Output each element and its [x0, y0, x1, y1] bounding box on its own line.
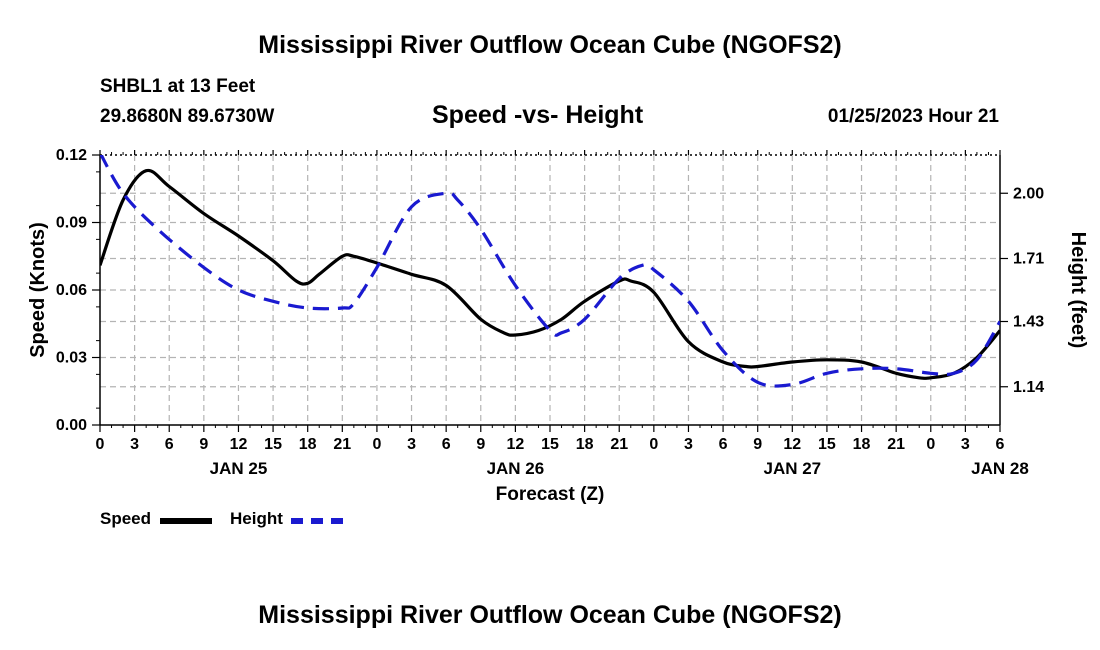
x-tick-label: 15 [541, 436, 559, 453]
x-tick-label: 0 [649, 436, 658, 453]
x-tick-label: 6 [165, 436, 174, 453]
y-tick-label-left: 0.09 [56, 215, 87, 232]
speed-height-chart: 0 3 6 9 12 15 18 21 0 3 6 9 12 15 18 21 0 3 6 9 12 15 18 21 0 3 6 0… [27, 147, 1089, 505]
x-tick-label: 9 [476, 436, 485, 453]
legend-height-label: Height [230, 509, 283, 528]
x-tick-label: 21 [610, 436, 628, 453]
x-axis-title: Forecast (Z) [496, 484, 605, 505]
x-tick-label: 18 [299, 436, 317, 453]
x-tick-label: 12 [783, 436, 801, 453]
y-tick-label-right: 1.71 [1013, 251, 1044, 268]
y-tick-label-left: 0.06 [56, 282, 87, 299]
x-date-label: JAN 27 [763, 459, 821, 478]
legend-speed-label: Speed [100, 509, 152, 528]
y-tick-label-left: 0.00 [56, 417, 87, 434]
x-tick-label: 21 [887, 436, 905, 453]
legend-height-swatch [291, 518, 343, 524]
y-tick-label-right: 2.00 [1013, 185, 1044, 202]
chart-subtitle: Speed -vs- Height [432, 101, 644, 129]
y-axis-title-left: Speed (Knots) [27, 222, 49, 358]
y-tick-label-right: 1.43 [1013, 314, 1044, 331]
x-date-label: JAN 26 [487, 459, 545, 478]
x-date-label: JAN 28 [971, 459, 1029, 478]
x-date-label: JAN 25 [210, 459, 268, 478]
y-axis-title-right: Height (feet) [1067, 232, 1089, 349]
x-tick-label: 12 [230, 436, 248, 453]
x-tick-label: 3 [684, 436, 693, 453]
series-line-speed [100, 168, 1000, 380]
x-tick-label: 15 [264, 436, 282, 453]
station-coordinates: 29.8680N 89.6730W [100, 106, 275, 127]
x-tick-label: 3 [407, 436, 416, 453]
x-tick-label: 21 [333, 436, 351, 453]
x-tick-label: 0 [926, 436, 935, 453]
x-tick-label: 6 [719, 436, 728, 453]
x-tick-label: 18 [576, 436, 594, 453]
x-tick-label: 15 [818, 436, 836, 453]
forecast-datetime: 01/25/2023 Hour 21 [827, 106, 999, 127]
x-tick-label: 18 [853, 436, 871, 453]
x-tick-label: 3 [961, 436, 970, 453]
x-tick-label: 0 [96, 436, 105, 453]
x-tick-label: 3 [130, 436, 139, 453]
series-line-height [100, 155, 1000, 388]
y-tick-label-left: 0.03 [56, 350, 87, 367]
legend-speed-swatch [160, 518, 212, 524]
chart-title: Mississippi River Outflow Ocean Cube (NG… [258, 31, 842, 59]
footer-title: Mississippi River Outflow Ocean Cube (NG… [258, 601, 842, 629]
x-tick-label: 12 [506, 436, 524, 453]
station-label: SHBL1 at 13 Feet [100, 76, 256, 97]
x-tick-label: 0 [372, 436, 381, 453]
x-tick-label: 6 [996, 436, 1005, 453]
y-tick-label-left: 0.12 [56, 147, 87, 164]
x-tick-label: 9 [753, 436, 762, 453]
x-tick-label: 9 [199, 436, 208, 453]
y-tick-label-right: 1.14 [1013, 379, 1044, 396]
x-tick-label: 6 [442, 436, 451, 453]
